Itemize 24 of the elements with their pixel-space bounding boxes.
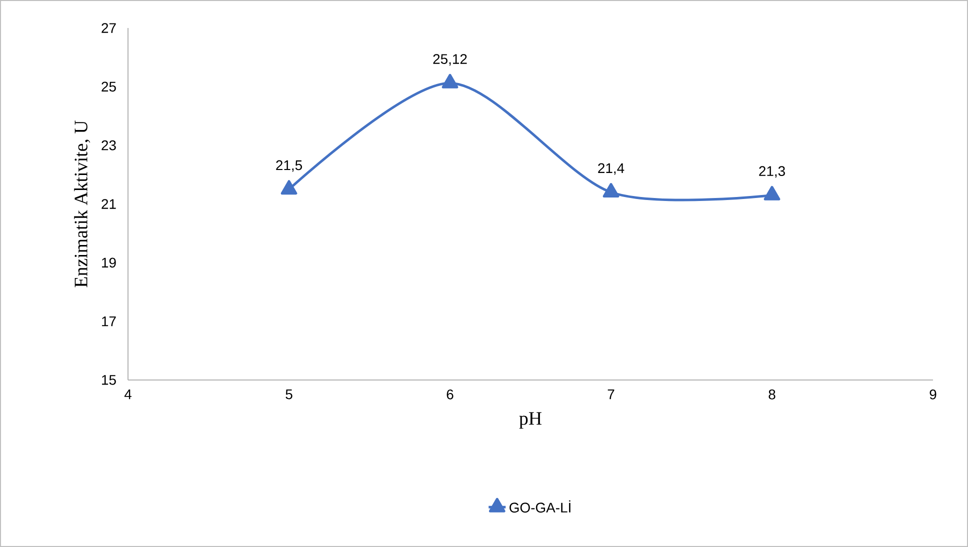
y-tick-label: 27 — [102, 23, 116, 33]
x-axis-title: pH — [519, 412, 542, 429]
data-label: 21,3 — [759, 166, 785, 178]
point — [602, 183, 620, 198]
y-tick-label: 17 — [102, 316, 116, 326]
x-tick-label: 9 — [930, 389, 936, 400]
data-label: 25,12 — [433, 54, 467, 66]
x-tick-label: 7 — [608, 390, 614, 400]
data-label: 21,4 — [598, 163, 624, 175]
y-tick-label: 15 — [102, 375, 116, 385]
x-tick-label: 8 — [768, 389, 776, 400]
x-tick-label: 4 — [124, 390, 132, 400]
y-tick-label: 21 — [102, 199, 116, 209]
legend-label: GO-GA-Lİ — [510, 500, 570, 513]
data-label: 21,5 — [276, 160, 302, 172]
y-tick-label: 25 — [102, 82, 116, 92]
y-axis-title: Enzimatik Aktivite, U — [74, 120, 90, 288]
y-tick-label: 23 — [102, 140, 116, 150]
point — [764, 186, 780, 200]
y-tick-label: 19 — [102, 258, 116, 268]
point — [280, 180, 298, 195]
point — [442, 74, 458, 88]
x-tick-label: 5 — [286, 390, 292, 400]
x-tick-label: 6 — [446, 389, 454, 400]
